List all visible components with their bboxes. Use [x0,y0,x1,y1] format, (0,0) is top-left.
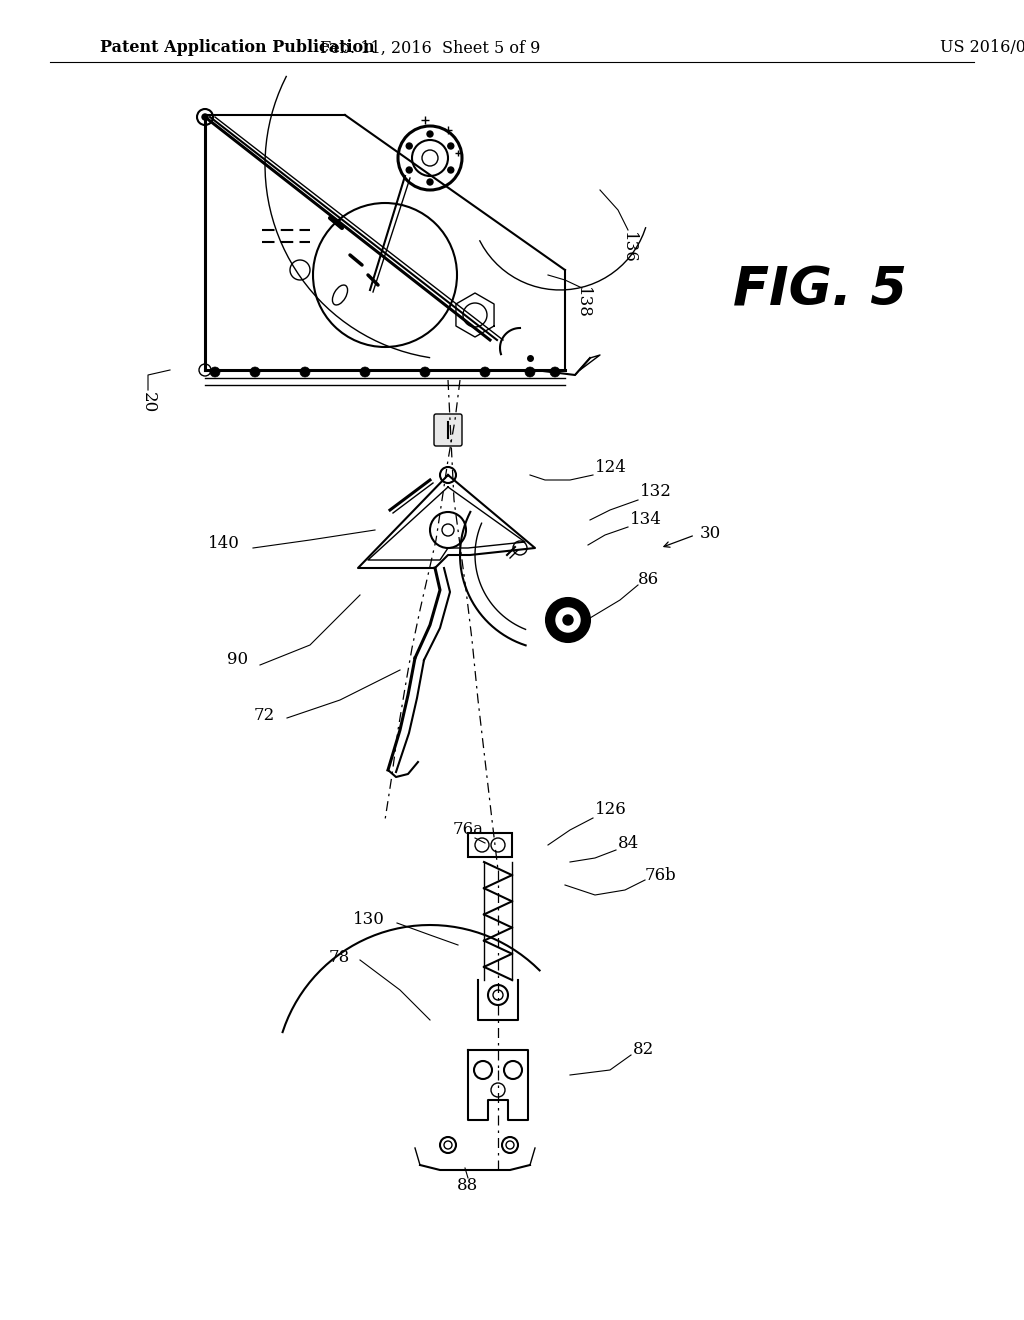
Text: 78: 78 [329,949,350,966]
Text: 20: 20 [139,392,157,413]
Circle shape [546,598,590,642]
Text: 126: 126 [595,801,627,818]
Text: 132: 132 [640,483,672,500]
Circle shape [407,143,413,149]
Circle shape [563,615,573,624]
Circle shape [427,131,433,137]
Text: FIG. 5: FIG. 5 [733,264,907,315]
Text: 86: 86 [638,572,659,589]
Text: 76a: 76a [453,821,483,838]
Circle shape [360,367,370,378]
Circle shape [556,609,580,632]
Circle shape [550,367,560,378]
Text: Feb. 11, 2016  Sheet 5 of 9: Feb. 11, 2016 Sheet 5 of 9 [319,40,541,57]
Circle shape [300,367,310,378]
Text: 134: 134 [630,511,662,528]
Circle shape [480,367,490,378]
Circle shape [447,168,454,173]
Text: Patent Application Publication: Patent Application Publication [100,40,375,57]
Circle shape [420,367,430,378]
Circle shape [447,143,454,149]
Circle shape [250,367,260,378]
Text: 140: 140 [208,535,240,552]
Circle shape [427,180,433,185]
Text: 82: 82 [633,1041,654,1059]
Text: 136: 136 [620,232,637,264]
Text: 72: 72 [254,706,275,723]
Text: 90: 90 [227,652,248,668]
FancyBboxPatch shape [468,833,512,857]
Text: 138: 138 [573,286,591,319]
Text: 88: 88 [458,1176,478,1193]
Text: 76b: 76b [645,866,677,883]
Circle shape [210,367,220,378]
FancyBboxPatch shape [434,414,462,446]
Circle shape [525,367,535,378]
Text: 130: 130 [353,912,385,928]
Text: US 2016/0037726 A1: US 2016/0037726 A1 [940,40,1024,57]
Text: 30: 30 [700,524,721,541]
Text: 124: 124 [595,459,627,477]
Text: 84: 84 [618,834,639,851]
Circle shape [407,168,413,173]
Circle shape [202,114,208,120]
